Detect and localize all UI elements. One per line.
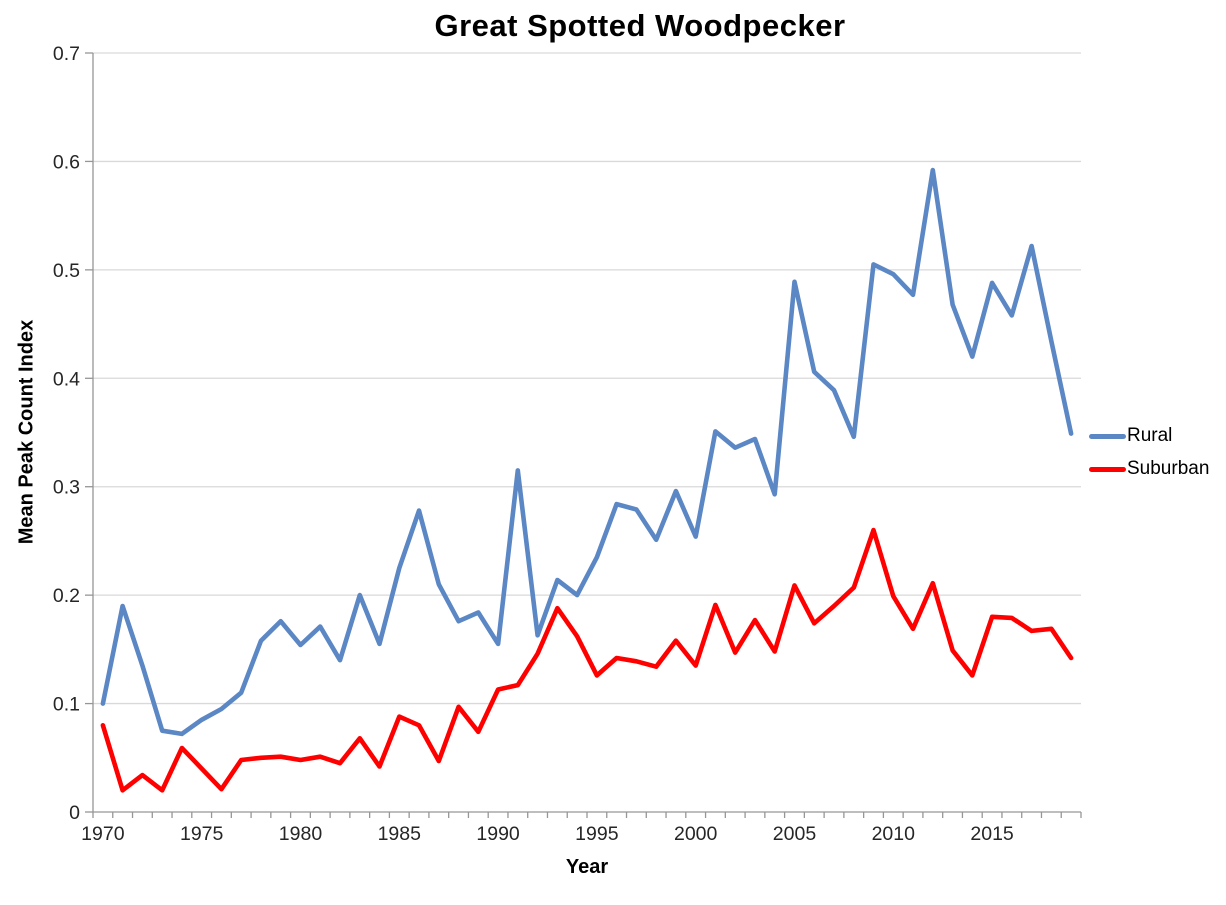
legend-label-suburban: Suburban: [1127, 458, 1210, 479]
x-tick-label: 2015: [970, 823, 1014, 845]
x-tick-label: 1995: [575, 823, 619, 845]
y-tick-label: 0.4: [53, 368, 80, 390]
x-tick-label: 1990: [476, 823, 520, 845]
x-tick-label: 1975: [180, 823, 224, 845]
y-tick-label: 0.3: [53, 477, 80, 499]
chart-title: Great Spotted Woodpecker: [434, 8, 846, 43]
legend-item-suburban: Suburban: [1089, 456, 1209, 482]
y-tick-label: 0: [69, 802, 80, 824]
y-tick-label: 0.5: [53, 260, 80, 282]
x-tick-label: 2000: [674, 823, 718, 845]
x-tick-label: 1985: [378, 823, 422, 845]
series-line-suburban: [100, 527, 1074, 793]
x-tick-label: 2010: [872, 823, 916, 845]
y-tick-label: 0.6: [53, 151, 80, 173]
y-tick-label: 0.7: [53, 43, 80, 65]
x-tick-label: 1980: [279, 823, 323, 845]
series-line-rural: [100, 167, 1074, 737]
legend-label-rural: Rural: [1127, 425, 1173, 446]
x-tick-label: 2005: [773, 823, 817, 845]
y-tick-label: 0.1: [53, 694, 80, 716]
x-tick-label: 1970: [81, 823, 125, 845]
legend: Rural Suburban: [1089, 423, 1209, 489]
rural-line-swatch: [1089, 433, 1126, 439]
legend-item-rural: Rural: [1089, 423, 1209, 449]
y-axis-title: Mean Peak Count Index: [15, 319, 38, 545]
x-axis-title: Year: [565, 856, 609, 878]
suburban-line-swatch: [1089, 466, 1126, 472]
y-tick-label: 0.2: [53, 585, 80, 607]
